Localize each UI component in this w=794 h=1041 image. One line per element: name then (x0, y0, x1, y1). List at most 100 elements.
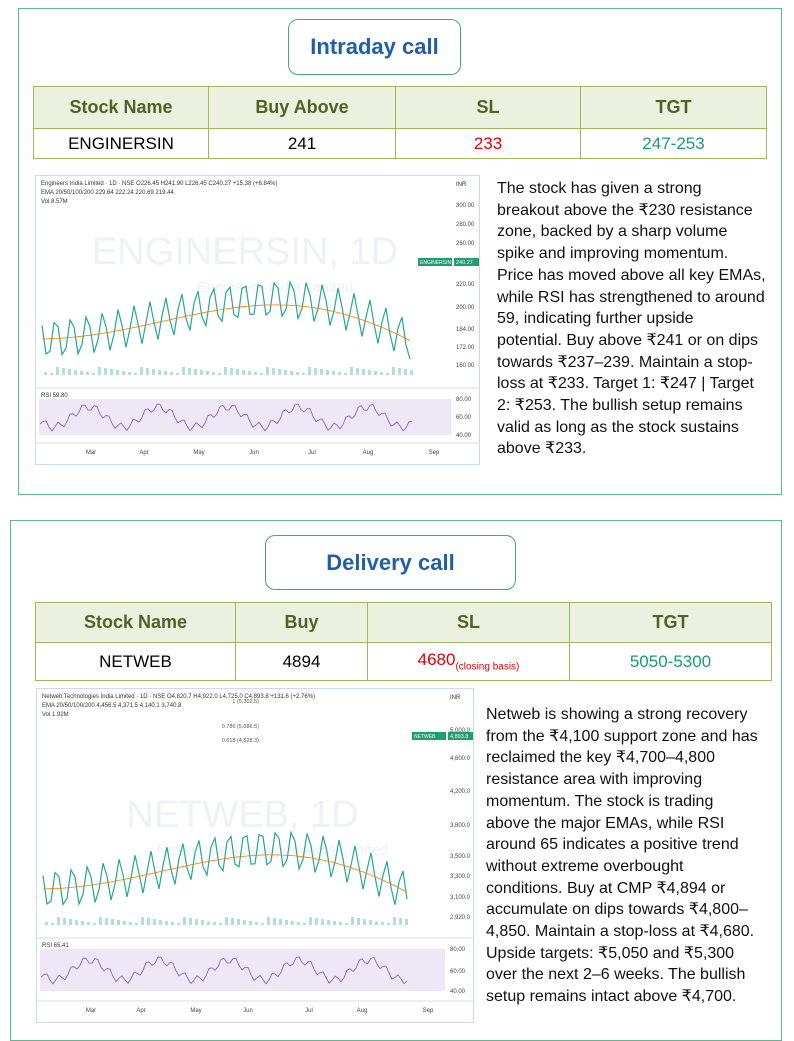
month-label: May (190, 1008, 201, 1014)
volume-bar (326, 370, 329, 375)
volume-bar (158, 370, 161, 375)
header-cell: Stock Name (35, 602, 236, 643)
sl: 233 (395, 128, 581, 159)
text-line: Price has moved above all key EMAs, (497, 266, 766, 284)
badge-value: 4,893.8 (450, 734, 468, 740)
section-box (18, 8, 782, 495)
volume-bar (123, 921, 126, 925)
month-label: Jun (249, 450, 259, 456)
stock-name: NETWEB (35, 642, 236, 681)
volume-bar (290, 371, 293, 375)
volume-bar (285, 920, 288, 925)
volume-bar (249, 921, 252, 925)
month-label: Sep (423, 1008, 434, 1014)
text-line: Netweb is showing a strong recovery (486, 706, 748, 723)
volume-bar (224, 367, 227, 375)
volume-bar (170, 372, 173, 375)
text-line: over the next 2–6 weeks. The bullish (486, 966, 746, 984)
volume-bar (320, 369, 323, 375)
volume-bar (387, 923, 390, 925)
volume-bar (386, 373, 389, 375)
text-line: potential. Buy above ₹241 or on dips (497, 331, 759, 349)
volume-bar (362, 369, 365, 375)
y-tick-label: 5,000.0 (450, 728, 471, 734)
volume-bar (297, 922, 300, 925)
badge-name: ENGINERSIN (420, 260, 452, 266)
volume-bar (404, 369, 407, 375)
header-cell: Buy (235, 602, 368, 643)
volume-bar (243, 920, 246, 925)
analysis-text: The stock has given a strong breakout abo… (497, 178, 766, 460)
volume-bar (177, 923, 180, 925)
volume-bar (74, 370, 77, 375)
volume-bar (363, 919, 366, 925)
ema-line (41, 304, 411, 341)
volume-bar (129, 922, 132, 925)
volume-bar (333, 921, 336, 925)
chart-image: NETWEB, 1D Netweb Technologies India Limi… (36, 688, 474, 1023)
rsi-tick-label: 40.00 (450, 989, 466, 995)
volume-bar (99, 917, 102, 925)
month-label: Sep (429, 450, 440, 456)
text-line: momentum. The stock is trading (486, 792, 714, 810)
badge-value: 240.27 (456, 260, 473, 266)
volume-bar (339, 922, 342, 925)
volume-bar (255, 922, 258, 925)
chart-watermark: NETWEB, 1D (126, 794, 358, 836)
month-label: Apr (139, 450, 148, 456)
volume-bar (242, 370, 245, 375)
volume-bar (80, 371, 83, 375)
volume-bar (117, 920, 120, 925)
y-tick-label: 2,920.0 (450, 915, 471, 921)
text-line: without extreme overbought (486, 857, 684, 875)
volume-bar (410, 370, 413, 375)
month-label: Jul (305, 1008, 313, 1014)
y-tick-label: 3,300.0 (450, 874, 471, 880)
rsi-label: RSI 65.41 (42, 943, 69, 949)
volume-bar (140, 367, 143, 375)
header-cell: TGT (569, 602, 772, 643)
badge-name: NETWEB (414, 734, 436, 740)
volume-bar (212, 372, 215, 375)
volume-bar (159, 920, 162, 925)
volume-bar (153, 919, 156, 925)
text-line: The stock has given a strong (497, 180, 702, 197)
volume-bar (338, 372, 341, 375)
volume-bar (236, 369, 239, 375)
volume-bar (128, 372, 131, 375)
volume-bar (369, 920, 372, 925)
text-line: resistance area with improving (486, 771, 703, 789)
text-line: while RSI has strengthened to around (497, 288, 765, 306)
volume-bar (218, 373, 221, 375)
volume-bar (351, 917, 354, 925)
text-line: 2: ₹253. The bullish setup remains (497, 397, 743, 415)
volume-bar (122, 371, 125, 375)
rsi-band (39, 399, 451, 435)
volume-bar (141, 917, 144, 925)
month-label: Aug (357, 1008, 368, 1014)
volume-bar (321, 919, 324, 925)
rsi-band (40, 949, 445, 991)
volume-bar (260, 373, 263, 375)
analysis-text: Netweb is showing a strong recovery from … (486, 704, 758, 1008)
chart-watermark-sub: Engineers India Limited (197, 279, 354, 296)
chart-header: Vol 8.57M (41, 199, 68, 205)
volume-bar (57, 917, 60, 925)
badge (418, 258, 452, 266)
text-line: above ₹233. (497, 440, 587, 458)
y-tick-label: 3,100.0 (450, 895, 471, 901)
fib-label: 1 (5,302.5) (232, 699, 259, 705)
volume-bar (165, 921, 168, 925)
volume-bar (266, 367, 269, 375)
volume-bar (62, 368, 65, 375)
volume-bar (350, 367, 353, 375)
volume-bar (405, 919, 408, 925)
tgt: 247-253 (580, 128, 767, 159)
volume-bar (183, 917, 186, 925)
volume-bar (254, 372, 257, 375)
month-label: Aug (363, 450, 374, 456)
text-line: Upside targets: ₹5,050 and ₹5,300 (486, 944, 735, 962)
volume-bar (164, 371, 167, 375)
stock-name: ENGINERSIN (33, 128, 209, 159)
